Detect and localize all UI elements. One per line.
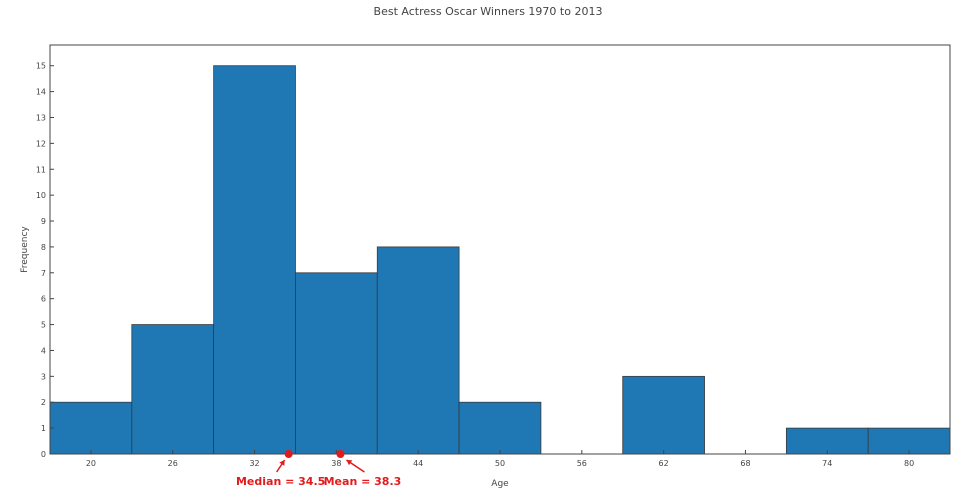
y-tick-label: 1 (41, 424, 46, 433)
x-tick-label: 74 (822, 459, 832, 468)
mean-marker (336, 450, 345, 458)
mean-label: Mean = 38.3 (324, 475, 402, 488)
median-arrowhead (279, 460, 285, 466)
mean-arrowhead (346, 460, 353, 466)
histogram-bar-29-35 (213, 65, 296, 455)
y-tick-label: 8 (41, 243, 46, 252)
median-label: Median = 34.5 (236, 475, 325, 488)
histogram-bar-17-23 (49, 401, 133, 455)
y-tick-label: 7 (41, 269, 46, 278)
histogram-bar-23-29 (131, 324, 215, 455)
y-tick-label: 5 (41, 321, 46, 330)
y-tick-label: 0 (41, 450, 46, 459)
histogram-bar-71-77 (785, 427, 869, 455)
x-tick-label: 62 (659, 459, 669, 468)
y-tick-label: 13 (36, 113, 46, 122)
histogram-bar-41-47 (376, 246, 460, 455)
x-tick-label: 32 (249, 459, 259, 468)
y-tick-label: 14 (36, 88, 46, 97)
bars-group (49, 65, 951, 455)
x-tick-label: 68 (740, 459, 750, 468)
y-tick-label: 9 (41, 217, 46, 226)
histogram-bar-77-83 (867, 427, 951, 455)
histogram-bar-59-65 (622, 375, 705, 455)
x-tick-label: 26 (168, 459, 178, 468)
y-tick-label: 10 (36, 191, 46, 200)
histogram-bar-35-41 (295, 272, 378, 455)
x-tick-label: 38 (331, 459, 341, 468)
y-tick-label: 11 (36, 165, 46, 174)
y-tick-label: 15 (36, 62, 46, 71)
y-tick-label: 6 (41, 295, 46, 304)
x-axis-title: Age (491, 479, 509, 489)
y-tick-label: 2 (41, 398, 46, 407)
x-tick-label: 80 (904, 459, 914, 468)
x-tick-label: 44 (413, 459, 423, 468)
y-tick-label: 12 (36, 139, 46, 148)
median-marker (284, 450, 293, 458)
histogram-bar-47-53 (458, 401, 542, 455)
x-tick-label: 50 (495, 459, 505, 468)
y-axis-title: Frequency (20, 226, 30, 273)
x-axis: 20 26 32 38 44 50 56 62 68 74 80 (86, 450, 914, 468)
x-tick-label: 20 (86, 459, 96, 468)
x-tick-label: 56 (577, 459, 587, 468)
y-tick-label: 3 (41, 372, 46, 381)
chart-title: Best Actress Oscar Winners 1970 to 2013 (374, 5, 603, 18)
y-tick-label: 4 (41, 346, 46, 355)
